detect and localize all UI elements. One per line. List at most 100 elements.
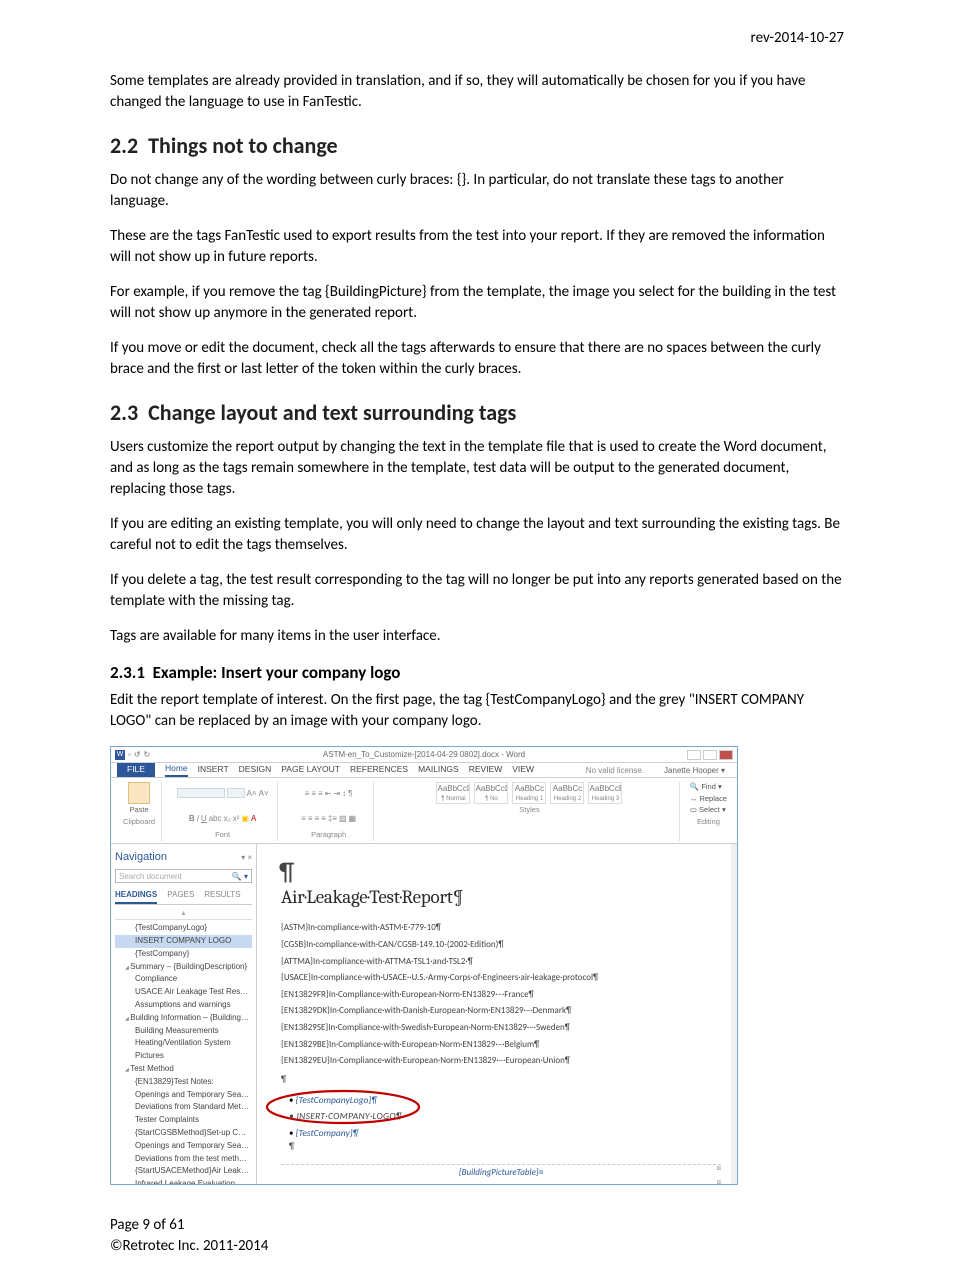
nav-search-input[interactable]: Search document 🔍 ▾ [115, 869, 252, 883]
sort-button[interactable]: ↕ [342, 788, 346, 799]
navigation-pane[interactable]: Navigation ▾ × Search document 🔍 ▾ HEADI… [111, 844, 257, 1184]
indent-button[interactable]: ⇥ [333, 788, 340, 799]
nav-heading-item[interactable]: {StartUSACEMethod}Air Leakage... [115, 1165, 252, 1178]
nav-tabs: HEADINGS PAGES RESULTS [115, 889, 252, 905]
select-button[interactable]: ▭ Select ▾ [690, 805, 727, 816]
style-gallery-item[interactable]: AaBbCcDc¶ No Spac... [474, 782, 508, 804]
nav-heading-item[interactable]: Deviations from the test method: [115, 1153, 252, 1166]
multilevel-button[interactable]: ≡ [318, 788, 323, 799]
font-color-button[interactable]: A [251, 813, 256, 824]
paste-icon[interactable] [128, 782, 150, 804]
nav-tab-pages[interactable]: PAGES [167, 889, 194, 904]
outdent-button[interactable]: ⇤ [325, 788, 332, 799]
find-button[interactable]: 🔍 Find ▾ [690, 782, 727, 793]
nav-heading-item[interactable]: Assumptions and warnings [115, 999, 252, 1012]
nav-heading-item[interactable]: Test Method [115, 1063, 252, 1076]
replace-button[interactable]: ↔ Replace [690, 794, 727, 805]
underline-button[interactable]: U [201, 813, 207, 824]
heading-number: 2.2 [110, 132, 138, 159]
document-page: rev-2014-10-27 Some templates are alread… [0, 0, 954, 1277]
nav-heading-item[interactable]: Deviations from Standard Metho... [115, 1101, 252, 1114]
italic-button[interactable]: I [197, 813, 199, 824]
nav-heading-item[interactable]: Heating/Ventilation System [115, 1037, 252, 1050]
search-icon[interactable]: 🔍 ▾ [232, 871, 248, 882]
paragraph-mark-small: ¶ [281, 1074, 721, 1087]
red-ellipse-annotation [263, 1088, 423, 1126]
nav-collapse-icon[interactable]: ▲ [115, 909, 252, 920]
body-paragraph: Tags are available for many items in the… [110, 626, 844, 647]
nav-heading-item[interactable]: INSERT COMPANY LOGO [115, 935, 252, 948]
paragraph-mark-small: ¶ [281, 1141, 721, 1154]
strike-button[interactable]: abc [209, 813, 222, 824]
align-left-button[interactable]: ≡ [301, 813, 306, 824]
ribbon-tab-view[interactable]: VIEW [512, 764, 534, 776]
font-size-dropdown[interactable] [227, 788, 245, 798]
font-grow-icon[interactable]: A˄ [247, 788, 257, 799]
nav-heading-item[interactable]: Building Measurements [115, 1025, 252, 1038]
align-justify-button[interactable]: ≡ [321, 813, 326, 824]
bold-button[interactable]: B [189, 813, 195, 824]
ribbon-tab-home[interactable]: Home [165, 763, 188, 777]
page-footer: Page 9 of 61 ©Retrotec Inc. 2011-2014 [110, 1215, 844, 1257]
nav-heading-item[interactable]: USACE Air Leakage Test Results [115, 986, 252, 999]
style-gallery-item[interactable]: AaBbCcEHeading 3 [588, 782, 622, 804]
word-main-area: Navigation ▾ × Search document 🔍 ▾ HEADI… [111, 844, 737, 1184]
user-label[interactable]: Janette Hooper ▾ [664, 765, 725, 776]
superscript-button[interactable]: x² [233, 813, 240, 824]
ribbon-body: Paste Clipboard A˄ A˅ B I U abc x₂ x² ▣ [111, 778, 737, 844]
nav-pane-title: Navigation ▾ × [115, 850, 252, 865]
highlight-button[interactable]: ▣ [241, 813, 249, 824]
nav-tab-headings[interactable]: HEADINGS [115, 889, 157, 904]
nav-heading-item[interactable]: {TestCompanyLogo} [115, 922, 252, 935]
body-paragraph: Edit the report template of interest. On… [110, 690, 844, 732]
shading-button[interactable]: ▨ [339, 813, 347, 824]
font-family-dropdown[interactable] [177, 788, 225, 798]
window-title: ASTM-en_To_Customize-[2014-04-29 0802].d… [111, 749, 737, 760]
ribbon-tab-mailings[interactable]: MAILINGS [418, 764, 459, 776]
nav-heading-item[interactable]: Openings and Temporary Sealing [115, 1089, 252, 1102]
body-paragraph: If you are editing an existing template,… [110, 514, 844, 556]
compliance-line: {USACE}In·compliance·with·USACE··U.S.·Ar… [281, 972, 721, 985]
test-company-tag: • {TestCompany}¶ [281, 1127, 721, 1141]
ribbon-tab-insert[interactable]: INSERT [198, 764, 229, 776]
nav-heading-item[interactable]: Tester Complaints [115, 1114, 252, 1127]
line-spacing-button[interactable]: ‡≡ [328, 813, 337, 824]
nav-heading-item[interactable]: {TestCompany} [115, 948, 252, 961]
nav-heading-item[interactable]: Building Information – {BuildingDes... [115, 1012, 252, 1025]
style-gallery-item[interactable]: AaBbCcHeading 2 [550, 782, 584, 804]
heading-number: 2.3.1 [110, 662, 145, 683]
nav-tab-results[interactable]: RESULTS [204, 889, 240, 904]
nav-heading-item[interactable]: Compliance [115, 973, 252, 986]
subscript-button[interactable]: x₂ [224, 813, 231, 824]
ribbon-tab-file[interactable]: FILE [117, 763, 155, 777]
group-label: Styles [519, 805, 539, 816]
word-screenshot: W ▫ ↺ ↻ ASTM-en_To_Customize-[2014-04-29… [110, 746, 738, 1185]
numbering-button[interactable]: ≡ [311, 788, 316, 799]
bullets-button[interactable]: ≡ [305, 788, 310, 799]
nav-heading-item[interactable]: {StartCGSBMethod}Set-up Condi... [115, 1127, 252, 1140]
group-label: Paragraph [311, 830, 346, 841]
heading-2-3-1: 2.3.1 Example: Insert your company logo [110, 661, 844, 685]
document-canvas[interactable]: ¶ Air·Leakage·Test·Report¶ {ASTM}In·comp… [257, 844, 737, 1184]
align-right-button[interactable]: ≡ [314, 813, 319, 824]
show-marks-button[interactable]: ¶ [348, 788, 352, 799]
revision-label: rev-2014-10-27 [110, 28, 844, 49]
ribbon-tab-design[interactable]: DESIGN [239, 764, 272, 776]
nav-heading-item[interactable]: Summary – {BuildingDescription} [115, 961, 252, 974]
ribbon-group-clipboard: Paste Clipboard [117, 782, 162, 841]
nav-heading-item[interactable]: {EN13829}Test Notes: [115, 1076, 252, 1089]
body-paragraph: If you delete a tag, the test result cor… [110, 570, 844, 612]
ribbon-tab-review[interactable]: REVIEW [469, 764, 503, 776]
font-shrink-icon[interactable]: A˅ [259, 788, 269, 799]
style-gallery-item[interactable]: AaBbCcHeading 1 [512, 782, 546, 804]
style-gallery-item[interactable]: AaBbCcDc¶ Normal [436, 782, 470, 804]
ribbon-tab-pagelayout[interactable]: PAGE LAYOUT [281, 764, 340, 776]
nav-heading-item[interactable]: Openings and Temporary Sealing [115, 1140, 252, 1153]
nav-pane-close-icon[interactable]: ▾ × [241, 852, 252, 863]
nav-heading-item[interactable]: Pictures [115, 1050, 252, 1063]
logo-tag-area: {TestCompanyLogo}¶ INSERT·COMPANY·LOGO¶ [281, 1094, 721, 1123]
borders-button[interactable]: ▦ [349, 813, 357, 824]
ribbon-tab-references[interactable]: REFERENCES [350, 764, 408, 776]
align-center-button[interactable]: ≡ [308, 813, 313, 824]
nav-heading-item[interactable]: Infrared Leakage Evaluation [115, 1178, 252, 1184]
